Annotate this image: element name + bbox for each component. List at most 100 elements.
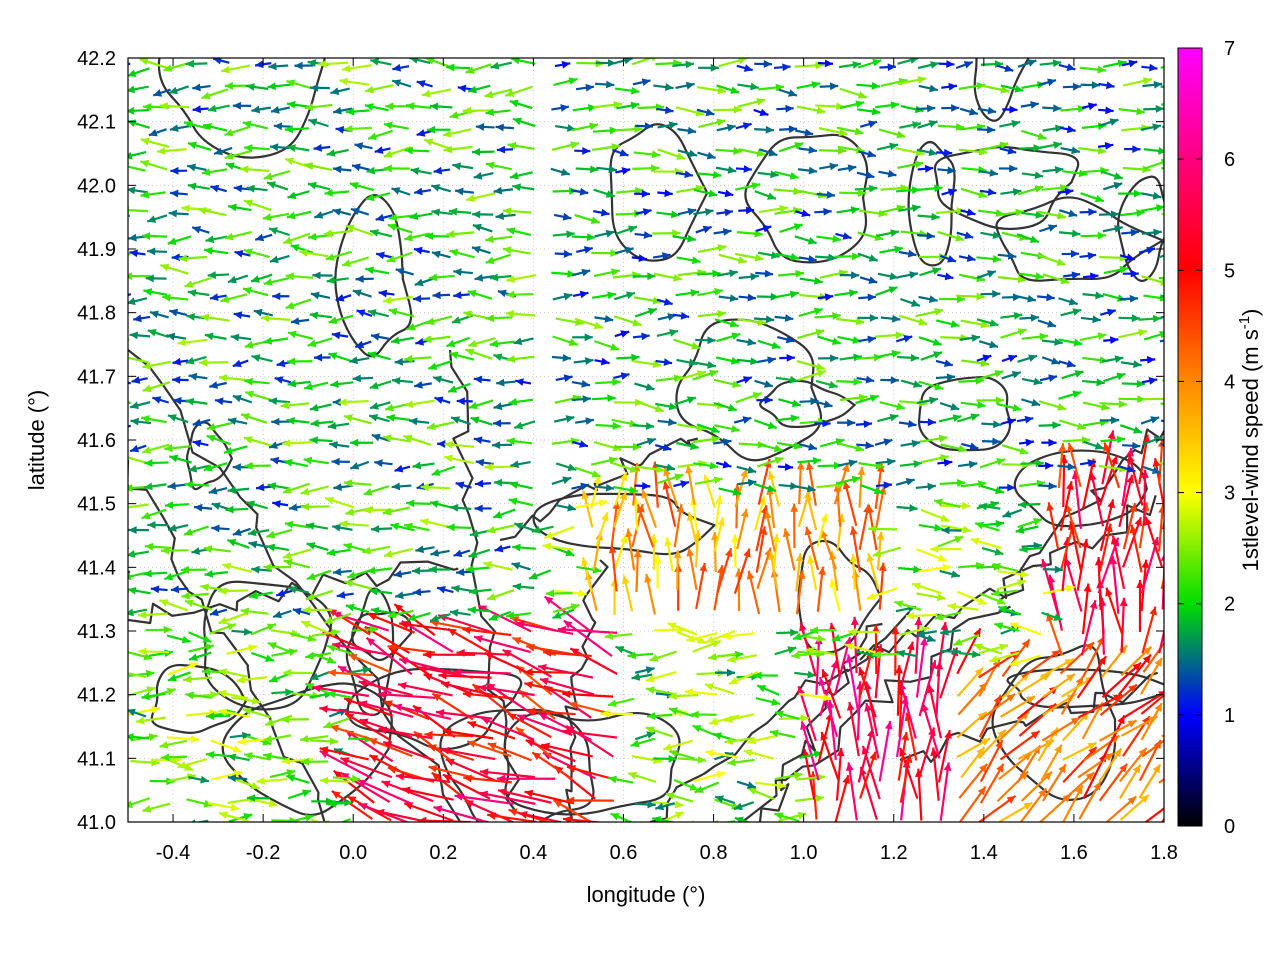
wind-arrow bbox=[593, 101, 623, 109]
wind-arrow bbox=[128, 546, 129, 550]
wind-arrow bbox=[128, 586, 151, 595]
wind-arrow bbox=[614, 534, 628, 568]
wind-arrow bbox=[1082, 291, 1104, 300]
wind-arrow bbox=[282, 439, 313, 448]
wind-arrow bbox=[1122, 165, 1151, 174]
wind-arrow bbox=[104, 145, 127, 153]
wind-arrow bbox=[97, 101, 125, 109]
wind-arrow bbox=[226, 644, 258, 656]
wind-arrow bbox=[758, 148, 778, 157]
wind-arrow bbox=[1058, 338, 1083, 347]
wind-arrow bbox=[576, 246, 593, 254]
wind-arrow bbox=[716, 332, 741, 343]
wind-arrow bbox=[387, 609, 414, 619]
wind-arrow bbox=[654, 443, 672, 452]
wind-arrow bbox=[405, 102, 432, 110]
wind-arrow bbox=[1097, 141, 1114, 150]
wind-arrow bbox=[676, 441, 699, 450]
wind-arrow bbox=[1037, 319, 1057, 328]
wind-arrow bbox=[313, 144, 331, 152]
wind-arrow bbox=[941, 526, 962, 535]
wind-arrow bbox=[188, 643, 215, 653]
wind-arrow bbox=[128, 708, 147, 718]
wind-arrow bbox=[1019, 313, 1040, 322]
x-tick-label: 1.6 bbox=[1060, 842, 1088, 864]
wind-arrow bbox=[435, 709, 493, 720]
wind-arrow bbox=[692, 724, 717, 737]
wind-arrow bbox=[574, 213, 600, 225]
wind-arrow bbox=[1141, 63, 1158, 72]
wind-arrow bbox=[712, 732, 737, 742]
wind-arrow bbox=[797, 166, 818, 175]
wind-arrow bbox=[612, 148, 629, 157]
wind-arrow bbox=[1109, 555, 1120, 614]
wind-arrow bbox=[978, 502, 1001, 511]
wind-arrow bbox=[142, 802, 171, 813]
wind-arrow bbox=[634, 666, 655, 674]
y-tick-label: 41.2 bbox=[77, 685, 116, 707]
wind-arrow bbox=[978, 643, 1009, 655]
wind-arrow bbox=[246, 83, 269, 91]
wind-arrow bbox=[329, 724, 375, 742]
wind-arrow bbox=[169, 124, 190, 133]
wind-arrow bbox=[996, 770, 1029, 803]
wind-arrow bbox=[657, 418, 677, 427]
wind-arrow bbox=[393, 570, 412, 578]
wind-arrow bbox=[956, 231, 974, 240]
contour-line bbox=[1006, 668, 1164, 709]
wind-arrow bbox=[759, 204, 789, 214]
wind-arrow bbox=[866, 553, 880, 590]
wind-arrow bbox=[446, 230, 475, 238]
wind-arrow bbox=[496, 774, 556, 783]
wind-arrow bbox=[866, 587, 898, 600]
wind-arrow bbox=[283, 668, 313, 677]
x-tick-label: 0.0 bbox=[339, 842, 367, 864]
wind-arrow bbox=[397, 681, 453, 697]
wind-arrow bbox=[569, 647, 618, 675]
wind-arrow bbox=[266, 181, 289, 191]
wind-arrow bbox=[737, 97, 766, 108]
wind-arrow bbox=[429, 102, 453, 111]
wind-arrow bbox=[774, 812, 800, 822]
wind-arrow bbox=[632, 332, 650, 341]
wind-arrow bbox=[809, 626, 837, 635]
wind-arrow bbox=[916, 396, 939, 405]
wind-arrow bbox=[492, 508, 516, 519]
x-axis-ticks: -0.4 -0.2 0.0 0.2 0.4 0.6 0.8 1.0 1.2 1.4 1.6 1.8 bbox=[156, 58, 1178, 864]
wind-arrow bbox=[531, 751, 573, 780]
wind-arrow bbox=[387, 223, 413, 234]
colorbar-label-suffix: ) bbox=[1238, 309, 1263, 316]
wind-arrow bbox=[472, 223, 493, 233]
wind-arrow bbox=[705, 749, 738, 759]
wind-arrow bbox=[305, 652, 332, 660]
wind-arrow bbox=[572, 290, 589, 299]
wind-arrow bbox=[1076, 538, 1090, 591]
wind-arrow bbox=[662, 480, 677, 527]
wind-arrow bbox=[268, 227, 290, 237]
wind-arrow bbox=[778, 482, 799, 490]
wind-arrow bbox=[170, 166, 188, 175]
wind-arrow bbox=[227, 753, 250, 762]
wind-arrow bbox=[953, 633, 980, 646]
wind-arrow bbox=[1159, 339, 1164, 343]
wind-arrow bbox=[929, 545, 962, 554]
wind-arrow bbox=[255, 483, 273, 492]
wind-arrow bbox=[188, 372, 208, 381]
x-tick-label: 0.2 bbox=[429, 842, 457, 864]
wind-arrow bbox=[411, 566, 433, 575]
wind-arrow bbox=[878, 169, 897, 178]
wind-arrow bbox=[492, 419, 511, 428]
wind-arrow bbox=[217, 689, 249, 700]
wind-arrow bbox=[484, 88, 513, 99]
wind-arrow bbox=[855, 394, 880, 405]
wind-arrow bbox=[449, 503, 472, 512]
wind-arrow bbox=[232, 394, 253, 404]
wind-arrow bbox=[604, 632, 633, 640]
wind-arrow bbox=[837, 164, 857, 173]
wind-arrow bbox=[976, 354, 992, 363]
wind-arrow bbox=[243, 248, 271, 259]
wind-arrow bbox=[467, 289, 493, 300]
wind-arrow bbox=[465, 192, 496, 203]
wind-arrow bbox=[452, 162, 474, 171]
wind-arrow bbox=[571, 395, 591, 404]
